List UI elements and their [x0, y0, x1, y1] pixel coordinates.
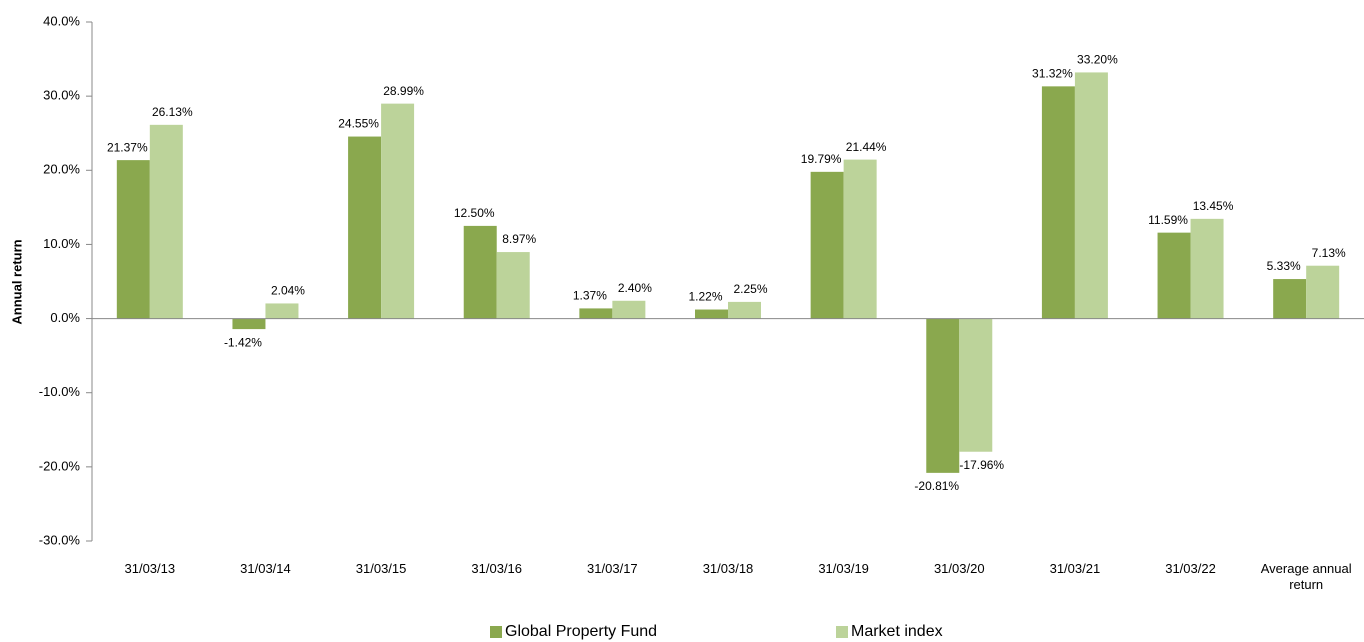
data-label: -20.81%	[914, 479, 959, 493]
bar	[232, 318, 266, 330]
bar	[1157, 232, 1191, 319]
bar	[843, 159, 877, 319]
bar	[149, 124, 183, 319]
bar	[612, 300, 646, 319]
data-label: 21.37%	[107, 140, 148, 154]
y-tick-label: 0.0%	[50, 310, 80, 325]
x-tick-label: 31/03/22	[1165, 561, 1216, 576]
bar	[1041, 86, 1075, 319]
legend-label: Global Property Fund	[505, 623, 657, 640]
bar	[348, 136, 382, 319]
x-tick-label: Average annual return	[1260, 561, 1352, 592]
data-label: 1.37%	[573, 289, 607, 303]
y-tick-label: 20.0%	[43, 162, 80, 177]
data-label: 33.20%	[1077, 53, 1118, 67]
bar	[1306, 265, 1340, 319]
data-label: 26.13%	[152, 105, 193, 119]
bar	[1190, 218, 1224, 319]
data-label: 5.33%	[1267, 259, 1301, 273]
bar	[728, 301, 761, 319]
x-tick-label: 31/03/19	[818, 561, 869, 576]
x-tick-label: 31/03/16	[471, 561, 523, 576]
x-tick-label: 31/03/17	[587, 561, 638, 576]
x-tick-label: 31/03/20	[933, 561, 985, 576]
legend-swatch	[490, 626, 502, 638]
x-tick-label: 31/03/14	[240, 561, 291, 576]
x-tick-label: 31/03/18	[702, 561, 754, 576]
data-label: 21.44%	[846, 140, 887, 154]
y-tick-label: 30.0%	[43, 88, 80, 103]
x-tick-label: 31/03/13	[124, 561, 176, 576]
data-label: 7.13%	[1312, 246, 1346, 260]
y-tick-label: 40.0%	[43, 13, 80, 28]
x-tick-label: 31/03/21	[1049, 561, 1101, 576]
data-label: 24.55%	[338, 117, 379, 131]
data-label: -17.96%	[959, 458, 1004, 472]
legend-label: Market index	[851, 623, 943, 640]
data-label: 1.22%	[688, 290, 722, 304]
bar	[463, 225, 497, 319]
data-label: 2.40%	[618, 281, 652, 295]
data-label: -1.42%	[224, 335, 262, 349]
bar	[579, 308, 613, 319]
bar	[496, 252, 530, 319]
y-tick-label: 10.0%	[43, 236, 80, 251]
data-label: 2.25%	[733, 282, 767, 296]
bar	[381, 103, 415, 319]
data-label: 8.97%	[502, 232, 536, 246]
legend-swatch	[836, 626, 848, 638]
bar	[810, 171, 844, 319]
data-label: 31.32%	[1032, 67, 1073, 81]
data-label: 19.79%	[801, 152, 842, 166]
bar	[116, 160, 150, 319]
bar	[695, 309, 728, 319]
y-axis-label: Annual return	[9, 239, 24, 324]
data-label: 12.50%	[454, 206, 495, 220]
y-tick-label: -10.0%	[39, 384, 81, 399]
data-label: 28.99%	[383, 84, 424, 98]
y-tick-label: -30.0%	[39, 532, 81, 547]
data-label: 2.04%	[271, 284, 305, 298]
data-label: 13.45%	[1193, 199, 1234, 213]
bar	[265, 303, 299, 319]
bar	[1273, 279, 1307, 319]
data-label: 11.59%	[1148, 213, 1188, 227]
bar	[1074, 72, 1108, 319]
bar	[926, 318, 960, 473]
x-tick-label: 31/03/15	[355, 561, 407, 576]
y-tick-label: -20.0%	[39, 458, 81, 473]
bar	[959, 318, 993, 452]
